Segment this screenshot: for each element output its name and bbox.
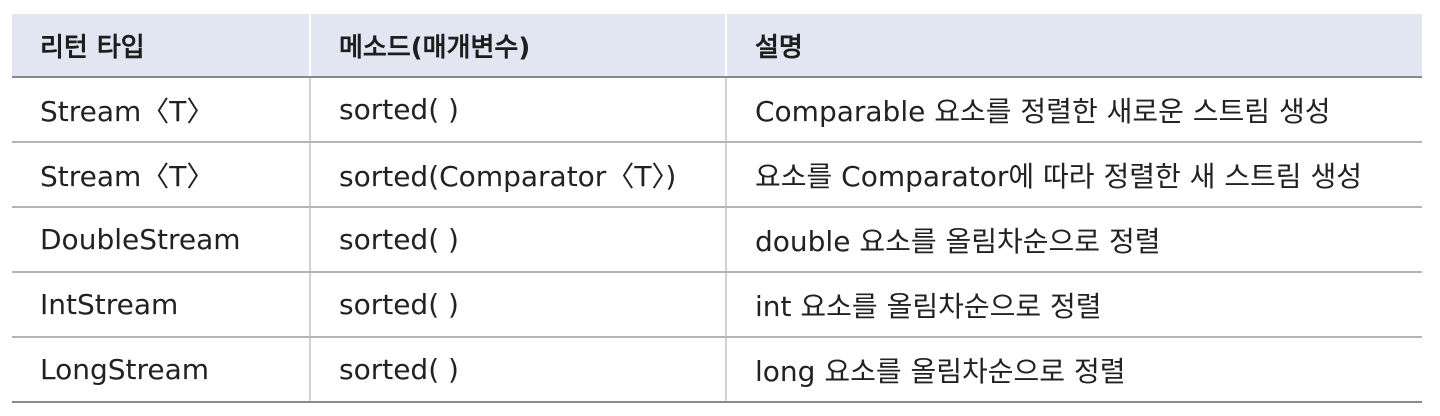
table-row: Stream〈T〉 sorted( ) Comparable 요소를 정렬한 새… [12, 77, 1422, 143]
table-row: DoubleStream sorted( ) double 요소를 올림차순으로… [12, 207, 1422, 273]
cell-return-type: IntStream [12, 272, 310, 338]
cell-return-type: Stream〈T〉 [12, 77, 310, 143]
cell-method: sorted( ) [309, 337, 726, 403]
cell-method: sorted( ) [309, 207, 726, 273]
header-return-type: 리턴 타입 [12, 14, 310, 78]
header-description: 설명 [725, 14, 1422, 78]
cell-description: double 요소를 올림차순으로 정렬 [725, 207, 1422, 273]
table-row: Stream〈T〉 sorted(Comparator〈T〉) 요소를 Comp… [12, 142, 1422, 208]
cell-method: sorted( ) [309, 272, 726, 338]
sorted-methods-table: 리턴 타입 메소드(매개변수) 설명 Stream〈T〉 sorted( ) C… [12, 14, 1422, 403]
cell-return-type: DoubleStream [12, 207, 310, 273]
table-row: LongStream sorted( ) long 요소를 올림차순으로 정렬 [12, 337, 1422, 403]
table-header-row: 리턴 타입 메소드(매개변수) 설명 [12, 14, 1422, 78]
cell-description: int 요소를 올림차순으로 정렬 [725, 272, 1422, 338]
cell-return-type: Stream〈T〉 [12, 142, 310, 208]
cell-method: sorted(Comparator〈T〉) [309, 142, 726, 208]
header-method-params: 메소드(매개변수) [309, 14, 726, 78]
cell-description: Comparable 요소를 정렬한 새로운 스트림 생성 [725, 77, 1422, 143]
cell-description: long 요소를 올림차순으로 정렬 [725, 337, 1422, 403]
cell-description: 요소를 Comparator에 따라 정렬한 새 스트림 생성 [725, 142, 1422, 208]
cell-method: sorted( ) [309, 77, 726, 143]
table-row: IntStream sorted( ) int 요소를 올림차순으로 정렬 [12, 272, 1422, 338]
cell-return-type: LongStream [12, 337, 310, 403]
